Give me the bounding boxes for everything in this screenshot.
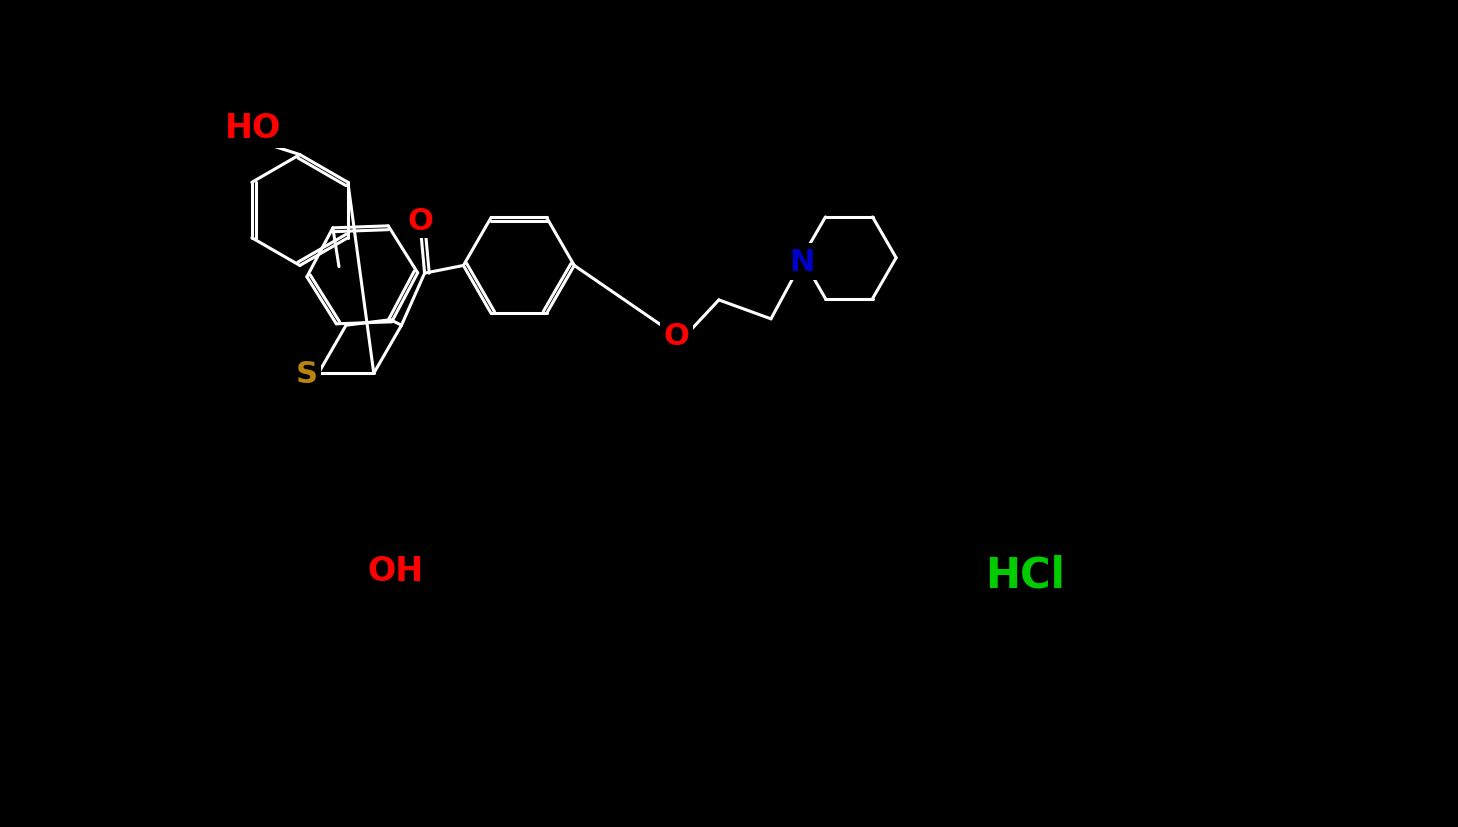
Text: HO: HO [225,112,280,145]
Text: O: O [408,206,433,235]
Text: OH: OH [367,554,423,587]
Text: O: O [663,322,690,351]
Text: S: S [296,359,318,389]
Text: N: N [789,248,815,277]
Text: HCl: HCl [986,553,1066,595]
